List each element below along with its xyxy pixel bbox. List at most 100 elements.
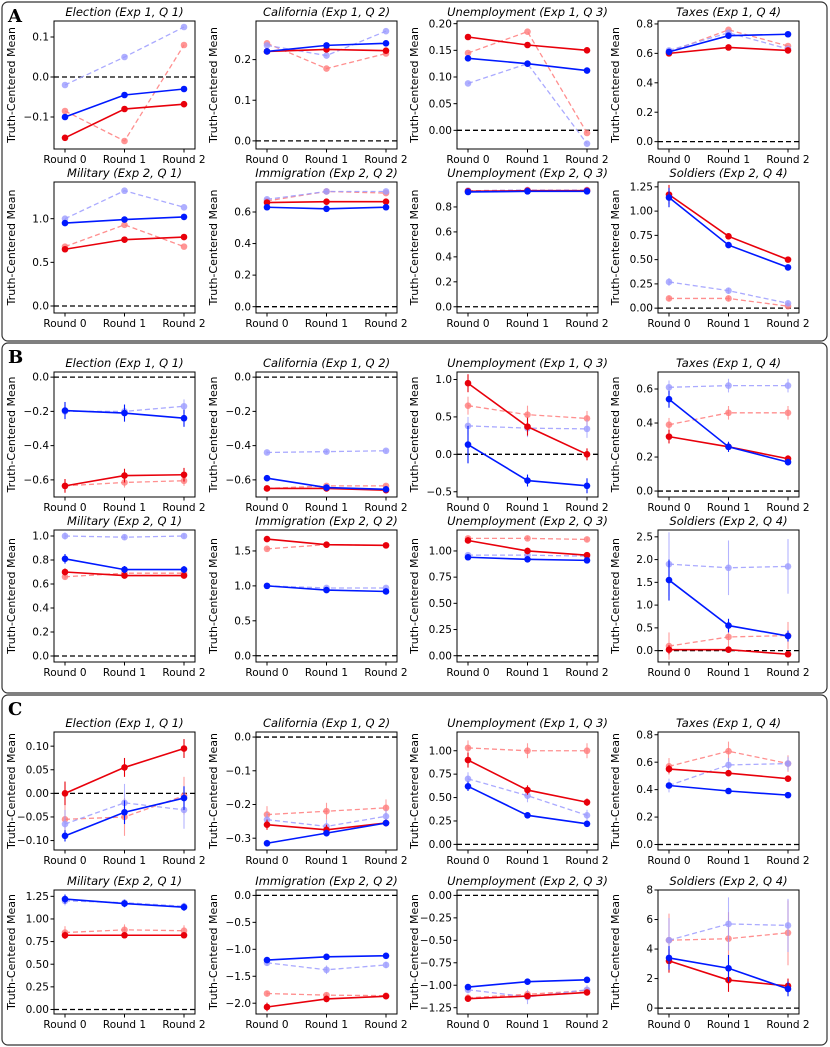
y-tick-label: 0.50: [630, 254, 653, 266]
y-tick-label: 1.00: [429, 745, 452, 757]
x-tick-label: Round 2: [766, 154, 809, 166]
x-tick-label: Round 0: [245, 318, 288, 330]
y-tick-label: −1.5: [226, 971, 252, 983]
x-tick-label: Round 1: [103, 318, 146, 330]
y-tick-label: 1.0: [435, 374, 452, 386]
x-tick-label: Round 2: [565, 855, 608, 867]
y-tick-label: 0.6: [636, 757, 653, 769]
subplot-C-2: California (Exp 1, Q 2) −0.3 −0.2 −0.1 0.0 Ro…: [207, 716, 408, 867]
series-line-red: [668, 193, 789, 261]
data-point-blue: [583, 820, 591, 828]
subplot-C-4: Taxes (Exp 1, Q 4) 0.0 0.2 0.4 0.6 0.8 Round 0…: [609, 716, 810, 867]
y-tick-label: 1.00: [26, 914, 49, 926]
data-point-blue: [61, 555, 69, 563]
y-tick-label: 0.4: [636, 784, 653, 796]
y-tick-label: 0.25: [429, 624, 452, 636]
subplot-title: Election (Exp 1, Q 1): [65, 716, 183, 730]
subplot-title: Military (Exp 2, Q 1): [67, 166, 182, 180]
data-point-lightred: [524, 28, 531, 35]
y-axis-label: Truth-Centered Mean: [408, 894, 421, 1011]
data-point-lightblue: [665, 384, 673, 391]
data-point-red: [263, 199, 271, 206]
data-point-red: [61, 245, 69, 253]
x-tick-label: Round 0: [647, 154, 690, 166]
data-point-lightred: [121, 137, 128, 145]
data-point-red: [263, 1003, 271, 1011]
y-tick-label: 0.0: [32, 72, 49, 84]
x-tick-label: Round 0: [245, 154, 288, 166]
subplot-title: Unemployment (Exp 1, Q 3): [447, 356, 608, 370]
data-point-blue: [263, 839, 271, 847]
y-tick-label: 0.00: [26, 1004, 49, 1016]
data-point-blue: [464, 55, 472, 62]
y-tick-label: −1.25: [420, 1002, 452, 1014]
x-tick-label: Round 1: [103, 667, 146, 679]
y-tick-label: 0.5: [32, 257, 49, 269]
y-tick-label: −1.0: [226, 944, 252, 956]
data-point-lightblue: [323, 52, 330, 59]
data-point-blue: [665, 395, 673, 403]
x-tick-label: Round 1: [506, 1019, 549, 1031]
x-tick-label: Round 1: [506, 502, 549, 514]
data-point-red: [665, 646, 673, 654]
data-point-blue: [524, 978, 531, 985]
data-point-red: [464, 379, 472, 387]
data-point-blue: [784, 264, 792, 271]
x-tick-label: Round 0: [647, 502, 690, 514]
x-tick-label: Round 1: [103, 855, 146, 867]
data-point-lightred: [263, 545, 271, 553]
data-point-red: [524, 423, 531, 430]
y-tick-label: −0.4: [24, 440, 50, 452]
panel-frame-A: [1, 1, 828, 342]
y-tick-label: 0.75: [630, 230, 653, 242]
x-tick-label: Round 0: [647, 855, 690, 867]
x-tick-label: Round 2: [766, 855, 809, 867]
data-point-lightblue: [382, 961, 390, 969]
data-point-lightblue: [665, 278, 673, 286]
y-axis-label: Truth-Centered Mean: [408, 538, 421, 655]
subplot-title: Taxes (Exp 1, Q 4): [676, 5, 781, 19]
data-point-red: [464, 33, 472, 41]
data-point-red: [524, 992, 531, 1000]
y-tick-label: 0.5: [435, 412, 452, 424]
subplot-title: Immigration (Exp 2, Q 2): [255, 166, 397, 180]
data-point-lightred: [784, 409, 792, 417]
subplot-B-4: Taxes (Exp 1, Q 4) 0.0 0.2 0.4 0.6 Round 0 Rou…: [609, 356, 810, 514]
data-point-red: [121, 236, 128, 243]
y-tick-label: 0.5: [636, 622, 653, 634]
data-point-blue: [725, 787, 732, 795]
data-point-blue: [121, 409, 128, 417]
y-tick-label: 0.0: [234, 135, 251, 147]
y-tick-label: 0.75: [26, 936, 49, 948]
data-point-red: [180, 745, 188, 752]
x-tick-label: Round 2: [162, 318, 205, 330]
data-point-blue: [323, 829, 330, 837]
data-point-blue: [464, 553, 472, 561]
data-point-lightblue: [784, 760, 792, 767]
data-point-blue: [464, 188, 472, 196]
panel-frame-B: [1, 342, 828, 694]
y-tick-label: 0.0: [636, 136, 653, 148]
y-tick-label: 0.05: [429, 98, 452, 110]
data-point-blue: [61, 832, 69, 840]
y-tick-label: −0.5: [427, 486, 453, 498]
y-tick-label: 0.0: [234, 372, 251, 384]
data-point-red: [180, 931, 188, 939]
data-point-blue: [784, 30, 792, 38]
y-tick-label: 0.2: [234, 270, 251, 282]
subplot-C-6: Immigration (Exp 2, Q 2) −2.0 −1.5 −1.0 −0.5…: [207, 874, 408, 1031]
data-point-blue: [121, 91, 128, 99]
data-point-red: [583, 451, 591, 458]
y-tick-label: 0.4: [636, 418, 653, 430]
x-tick-label: Round 0: [446, 154, 489, 166]
x-tick-label: Round 2: [162, 154, 205, 166]
y-tick-label: 2.0: [636, 554, 653, 566]
subplot-B-8: Soldiers (Exp 2, Q 4) 0.0 0.5 1.0 1.5 2.0 2.5 R…: [609, 514, 810, 679]
x-tick-label: Round 2: [162, 1019, 205, 1031]
y-tick-label: 1.5: [234, 546, 251, 558]
y-tick-label: 0.25: [26, 981, 49, 993]
data-point-lightblue: [121, 533, 128, 541]
data-point-blue: [382, 485, 390, 493]
y-axis-label: Truth-Centered Mean: [408, 190, 421, 307]
y-axis-label: Truth-Centered Mean: [5, 733, 18, 850]
